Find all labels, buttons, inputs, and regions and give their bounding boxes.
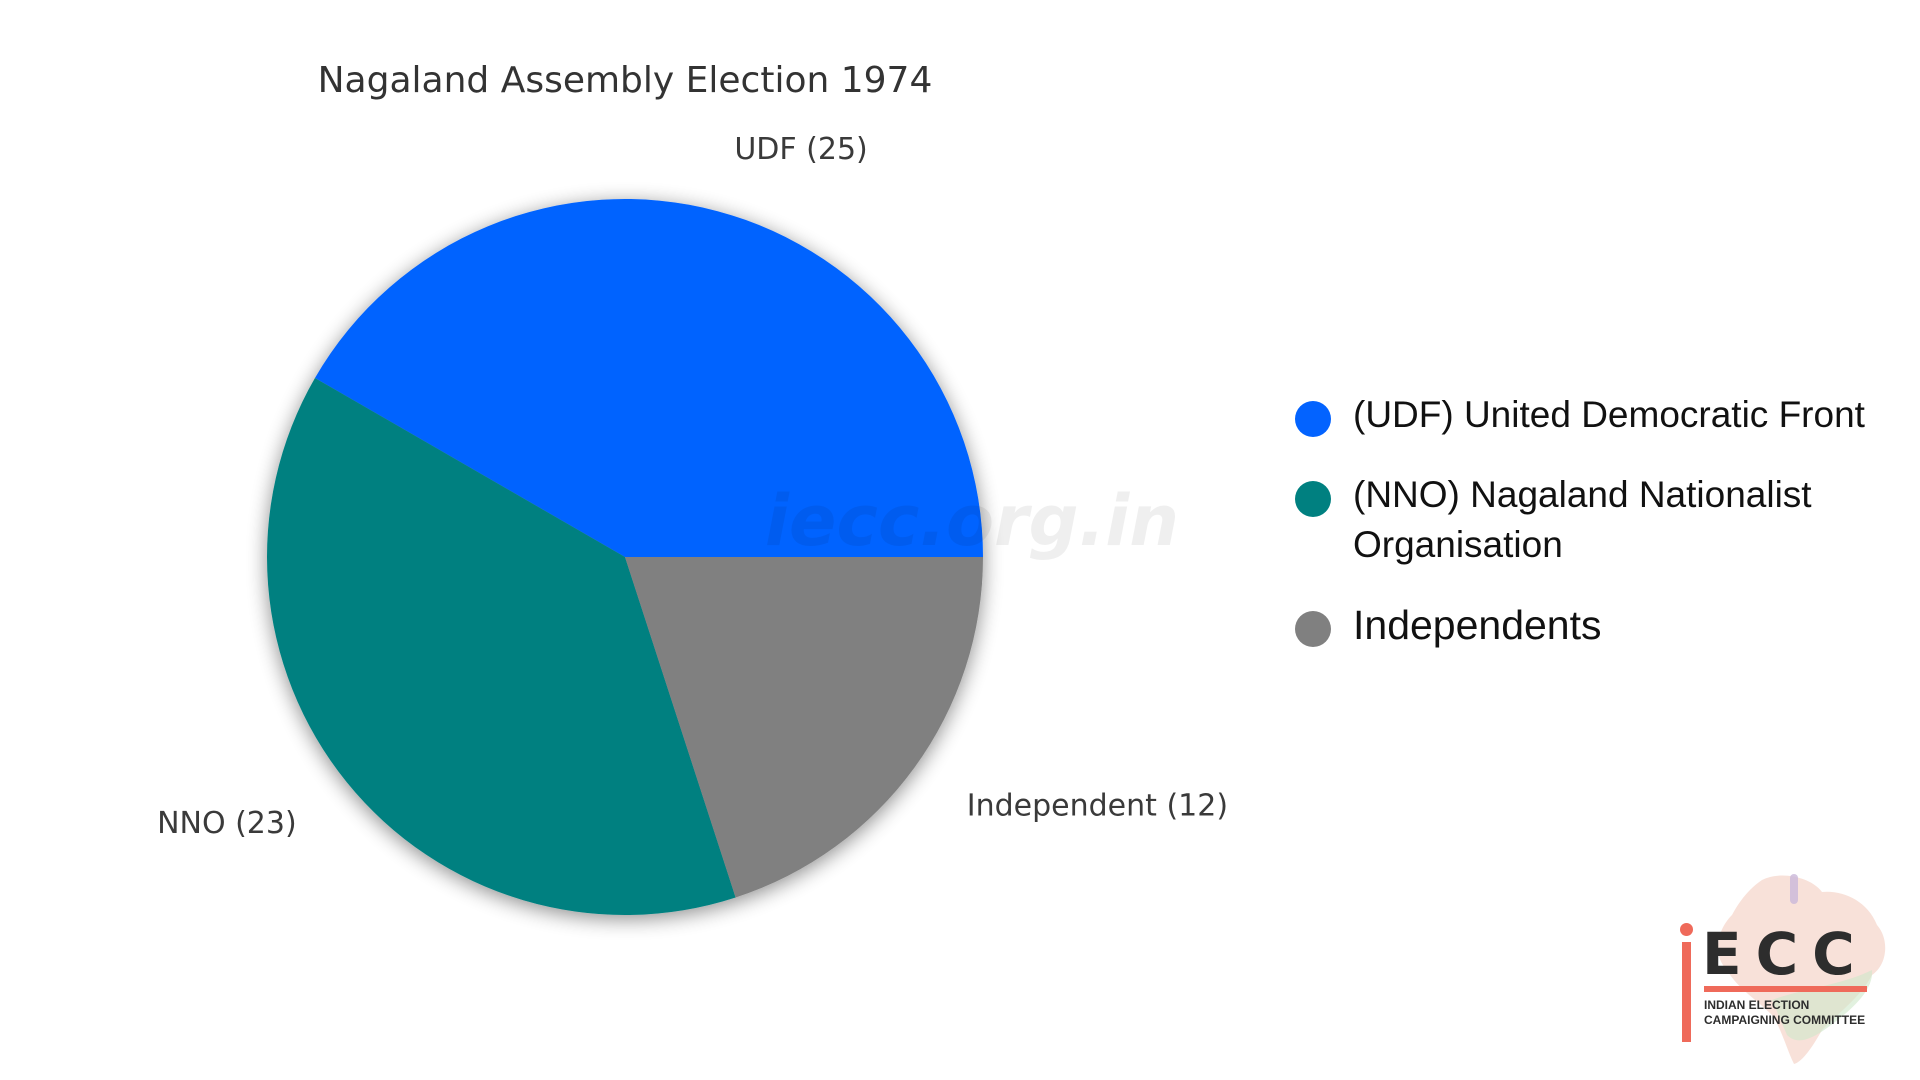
legend-item-independents: Independents xyxy=(1295,600,1895,650)
legend-label-nno: (NNO) Nagaland Nationalist Organisation xyxy=(1353,474,1812,565)
chart-title: Nagaland Assembly Election 1974 xyxy=(318,60,933,101)
pie-slice-labels: UDF (25) NNO (23) Independent (12) xyxy=(157,132,1228,841)
slice-label-independent: Independent (12) xyxy=(967,788,1228,823)
legend-label-independents: Independents xyxy=(1353,602,1602,648)
legend-dot-nno xyxy=(1295,481,1331,517)
legend-item-udf: (UDF) United Democratic Front xyxy=(1295,390,1895,440)
legend-item-nno: (NNO) Nagaland Nationalist Organisation xyxy=(1295,470,1895,570)
logo-mark: ECC xyxy=(1702,920,1869,988)
slice-label-udf: UDF (25) xyxy=(734,132,867,167)
legend-dot-udf xyxy=(1295,401,1331,437)
logo-i-bar xyxy=(1682,942,1691,1042)
pie-slice-independent xyxy=(625,557,983,898)
pie-slice-nno xyxy=(267,378,736,915)
logo-underline xyxy=(1704,986,1867,992)
watermark: iecc.org.in xyxy=(765,480,1179,562)
logo-subtitle-line2: CAMPAIGNING COMMITTEE xyxy=(1704,1013,1866,1027)
legend-dot-independents xyxy=(1295,611,1331,647)
pie-slices xyxy=(267,198,983,915)
legend: (UDF) United Democratic Front (NNO) Naga… xyxy=(1295,390,1895,680)
slice-label-nno: NNO (23) xyxy=(157,806,297,841)
iecc-logo: ECC INDIAN ELECTION CAMPAIGNING COMMITTE… xyxy=(1680,870,1900,1070)
logo-subtitle-line1: INDIAN ELECTION xyxy=(1704,998,1810,1012)
pie-slice-udf xyxy=(314,198,983,557)
logo-i-dot xyxy=(1680,923,1693,936)
legend-label-udf: (UDF) United Democratic Front xyxy=(1353,394,1865,435)
